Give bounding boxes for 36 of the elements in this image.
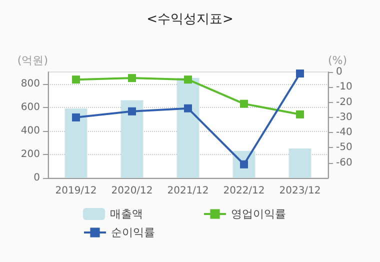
y2-tick-label: -40 xyxy=(336,127,352,138)
y2-tick-label: -60 xyxy=(336,157,352,168)
y2-tick-label: -20 xyxy=(336,96,352,108)
chart-title: <수익성지표> xyxy=(146,12,234,27)
y2-tick-label: 0 xyxy=(336,66,342,78)
x-tick-label: 2019/12 xyxy=(55,186,97,196)
point xyxy=(184,104,192,112)
x-tick-label: 2020/12 xyxy=(111,186,153,196)
y-tick-label: 800 xyxy=(20,78,40,90)
point xyxy=(72,76,80,84)
y-tick-label: 0 xyxy=(34,172,40,184)
y2-tick-label: -10 xyxy=(336,82,352,93)
point xyxy=(240,100,248,108)
point xyxy=(184,76,192,84)
bar xyxy=(64,108,88,178)
x-tick-label: 2022/12 xyxy=(223,186,265,196)
bar xyxy=(176,78,200,178)
y-tick-label: 600 xyxy=(20,102,40,113)
y-axis-title: (억원) xyxy=(17,54,48,67)
y-tick-label: 400 xyxy=(20,125,40,136)
point xyxy=(72,113,80,122)
point xyxy=(128,74,136,82)
legend-label: 매출액 xyxy=(110,208,143,220)
bar xyxy=(288,148,312,178)
y2-tick-label: -30 xyxy=(336,112,352,123)
point xyxy=(296,70,304,78)
point xyxy=(296,110,304,118)
x-tick-label: 2021/12 xyxy=(167,186,209,196)
bar xyxy=(120,100,144,178)
y-tick-label: 200 xyxy=(20,148,40,160)
point xyxy=(128,107,136,116)
y2-tick-label: -50 xyxy=(336,142,352,154)
legend-label: 영업이익률 xyxy=(231,208,286,220)
legend-label: 순이익률 xyxy=(111,226,155,239)
y2-axis-title: (%) xyxy=(328,54,348,67)
x-tick-label: 2023/12 xyxy=(279,186,321,196)
